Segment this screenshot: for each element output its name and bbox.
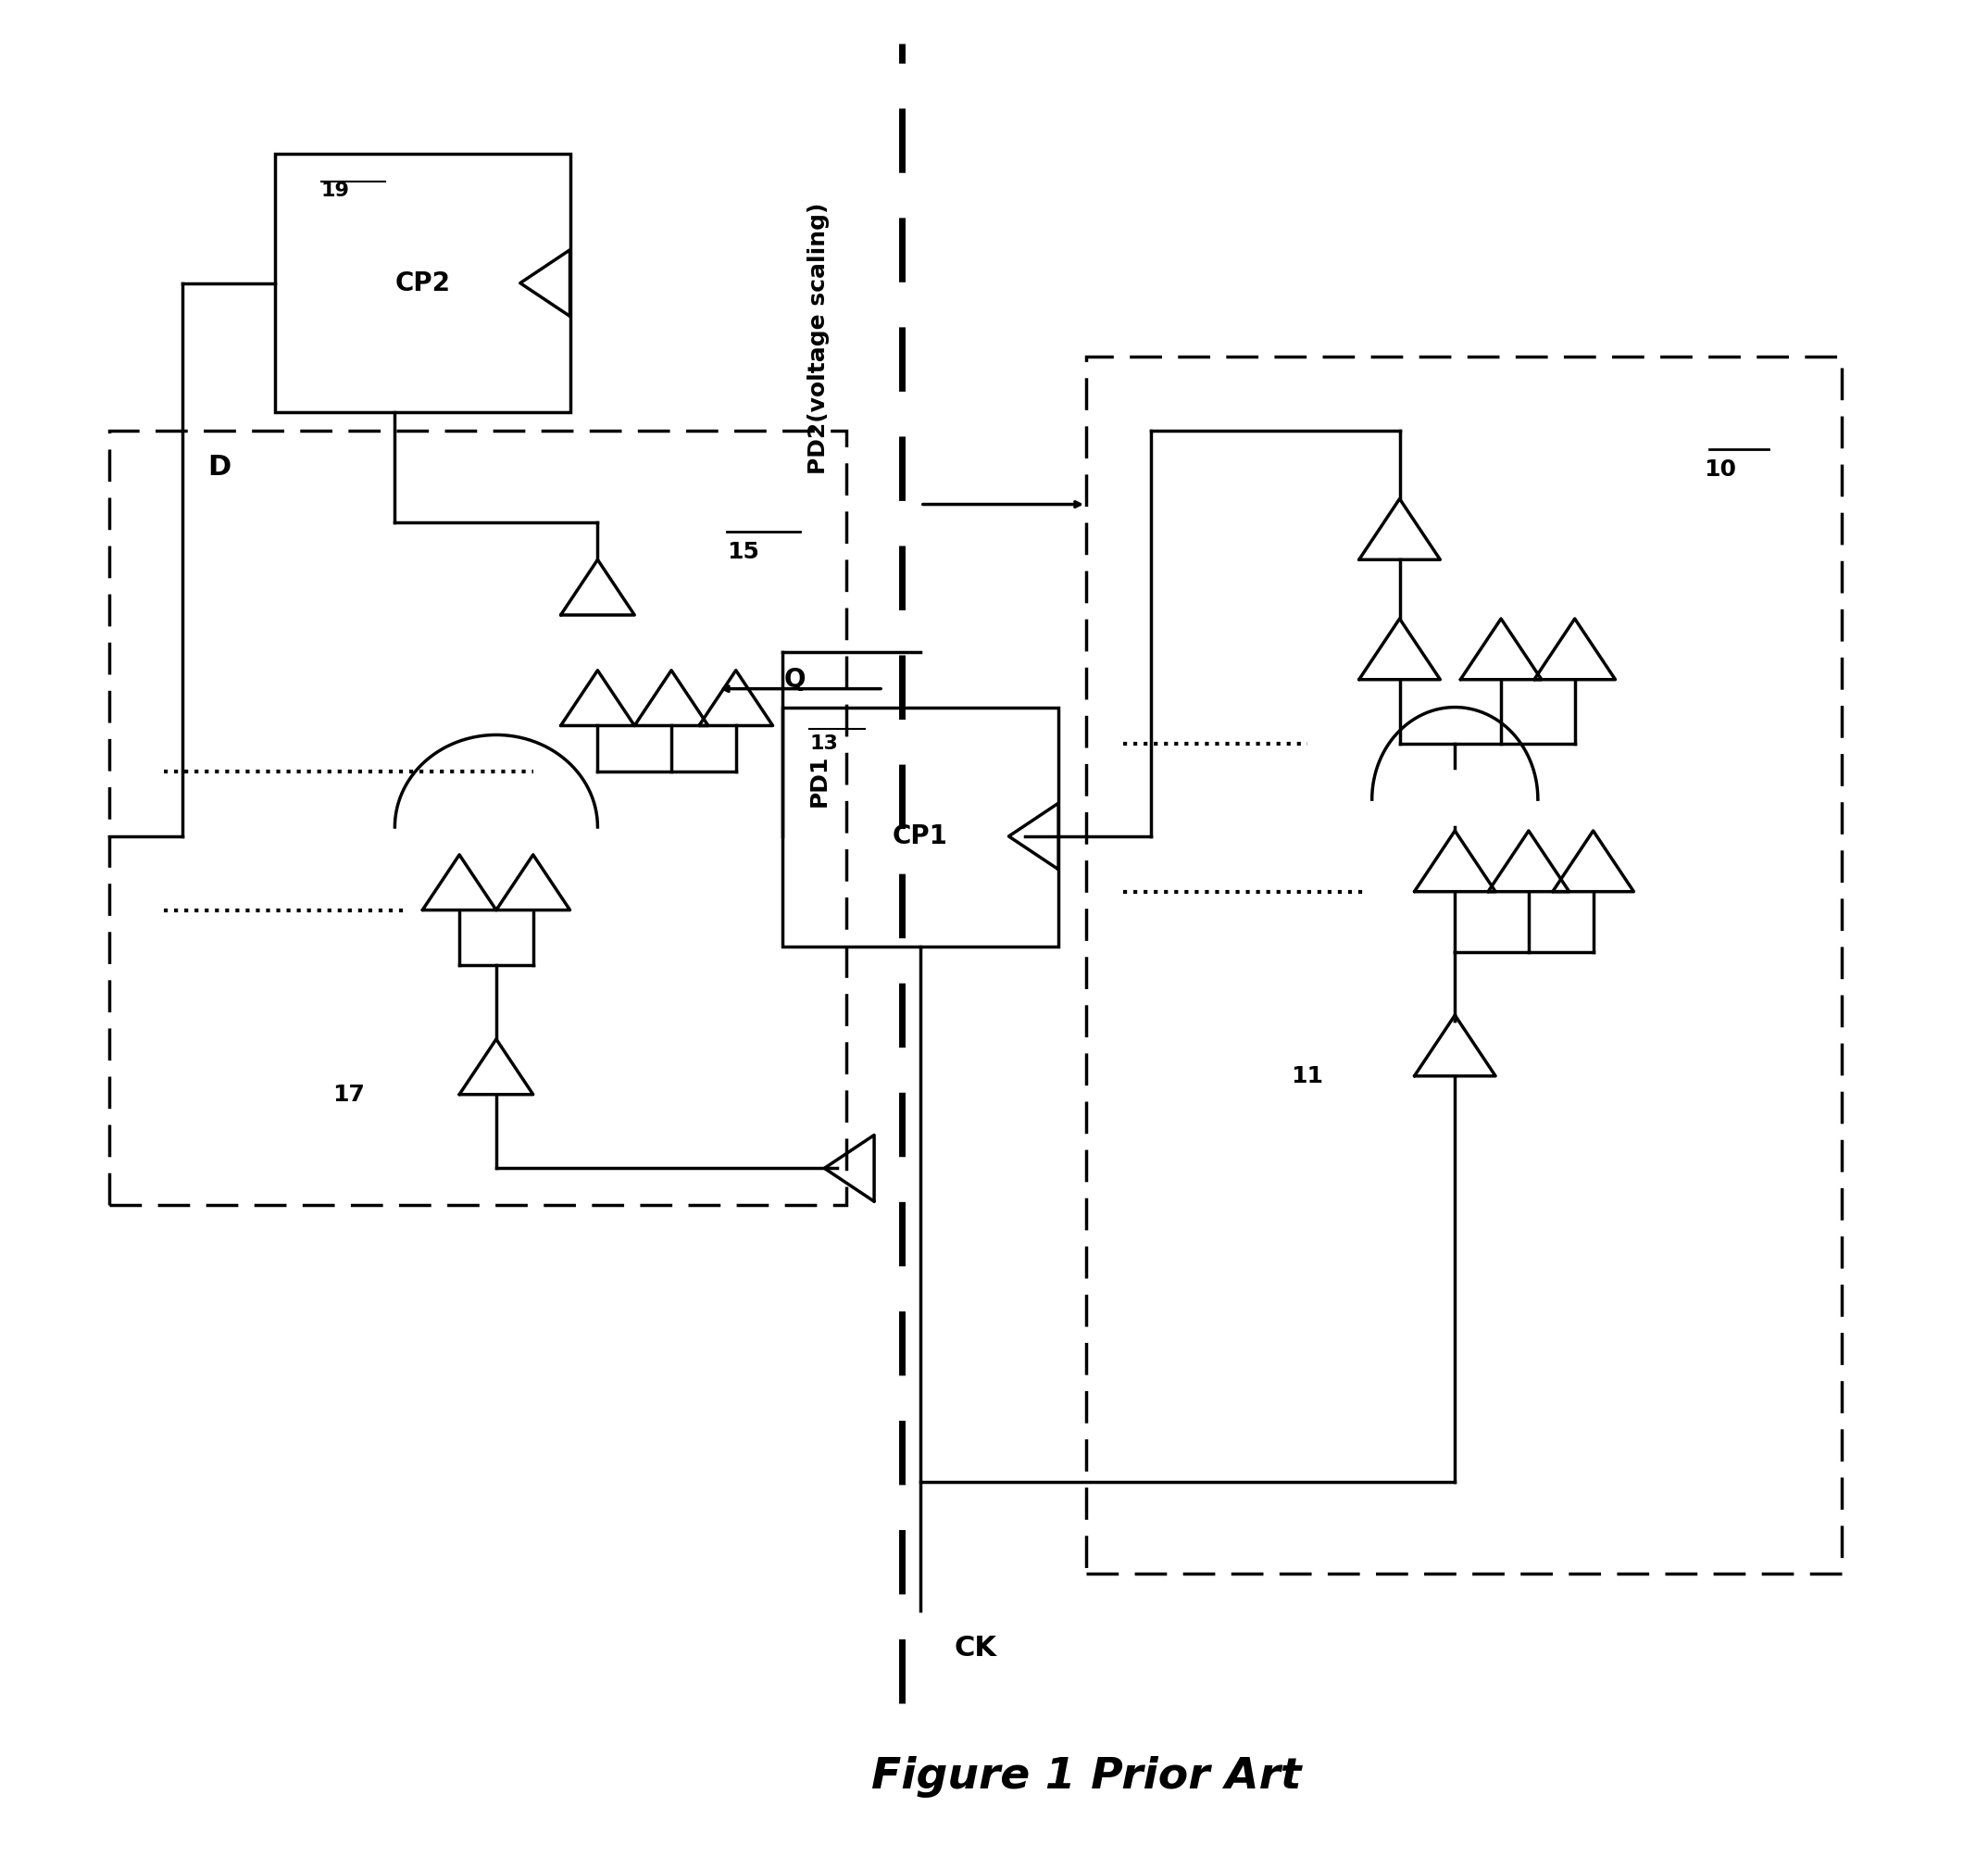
- Text: PD1: PD1: [807, 754, 829, 808]
- Text: 15: 15: [728, 540, 759, 563]
- Text: 19: 19: [322, 182, 350, 201]
- Text: CK: CK: [954, 1634, 996, 1662]
- Text: 10: 10: [1704, 459, 1736, 481]
- Text: CP2: CP2: [396, 269, 449, 295]
- Bar: [781, 708, 1058, 947]
- Text: Figure 1 Prior Art: Figure 1 Prior Art: [871, 1757, 1302, 1798]
- Text: CP1: CP1: [893, 823, 948, 849]
- Bar: [1085, 357, 1843, 1575]
- Text: 17: 17: [332, 1083, 366, 1105]
- Bar: [109, 431, 847, 1205]
- Text: 13: 13: [809, 735, 839, 754]
- Bar: [274, 154, 571, 412]
- Text: 11: 11: [1292, 1064, 1324, 1086]
- Text: PD2(voltage scaling): PD2(voltage scaling): [807, 202, 829, 474]
- Text: Q: Q: [783, 667, 805, 693]
- Text: D: D: [209, 453, 231, 481]
